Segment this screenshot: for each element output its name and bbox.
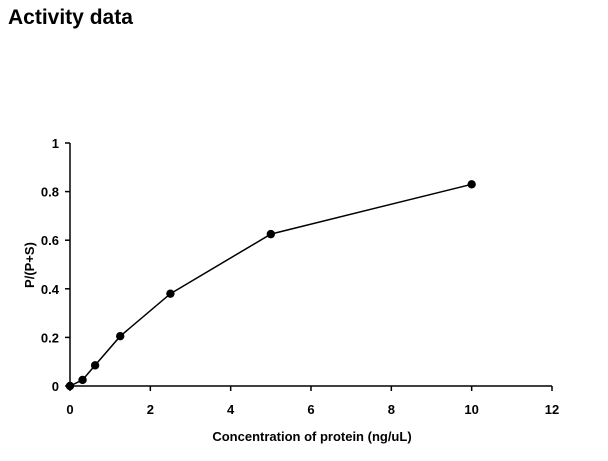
x-tick-label: 8 xyxy=(388,402,395,417)
x-axis-title: Concentration of protein (ng/uL) xyxy=(212,429,411,444)
data-series xyxy=(65,180,476,391)
data-point xyxy=(78,375,87,385)
data-point xyxy=(266,229,276,239)
series-line xyxy=(69,183,472,387)
axes xyxy=(69,143,552,387)
data-point xyxy=(65,381,75,391)
x-tick-label: 12 xyxy=(545,402,559,417)
x-tick-label: 6 xyxy=(307,402,314,417)
y-tick-label: 1 xyxy=(52,136,59,151)
x-tick-label: 2 xyxy=(147,402,154,417)
data-point xyxy=(116,331,125,341)
data-point xyxy=(467,180,476,189)
y-tick-label: 0.2 xyxy=(41,330,59,345)
y-axis-title: P/(P+S) xyxy=(22,242,37,288)
data-point xyxy=(166,289,175,298)
tick-marks xyxy=(65,142,553,391)
y-tick-label: 0.6 xyxy=(41,233,59,248)
page-heading: Activity data xyxy=(8,6,133,29)
x-tick-label: 4 xyxy=(227,402,235,417)
y-tick-label: 0.8 xyxy=(41,185,59,200)
y-tick-label: 0 xyxy=(52,379,59,394)
y-tick-label: 0.4 xyxy=(41,282,60,297)
x-tick-label: 10 xyxy=(464,402,478,417)
x-tick-label: 0 xyxy=(66,402,73,417)
data-point xyxy=(90,361,100,370)
tick-labels: 0 2 4 6 8 10 12 0 0.2 0.4 0.6 0.8 1 xyxy=(41,136,559,417)
